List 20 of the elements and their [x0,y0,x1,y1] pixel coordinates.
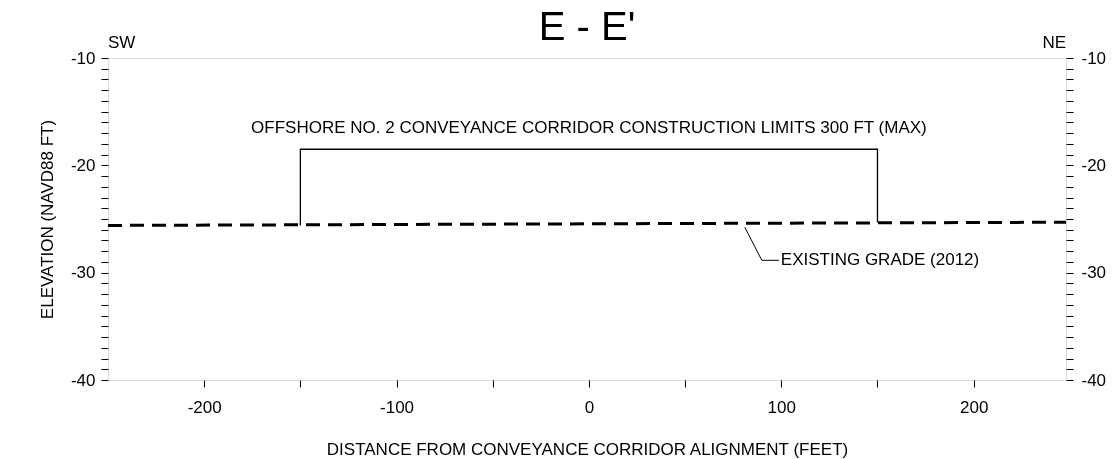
annotation: OFFSHORE NO. 2 CONVEYANCE CORRIDOR CONSTRUCTION LIMITS 300 FT (MAX) [251,118,927,138]
y2-tick-label: -10 [1081,48,1107,68]
x-tick-label: 100 [767,397,796,417]
y-axis-title: ELEVATION (NAVD88 FT) [37,119,57,320]
y-tick-label: -10 [70,48,96,68]
x-tick-label: 200 [959,397,989,417]
text: NE [1042,33,1066,52]
y-tick-label: -40 [70,370,96,390]
annotation: EXISTING GRADE (2012) [780,250,980,270]
y2-tick-label: -20 [1081,155,1107,175]
x-tick-label: -200 [187,397,222,417]
y2-tick-label: -40 [1081,370,1107,390]
text: SW [108,33,136,52]
y2-tick-label: -30 [1081,263,1107,283]
x-tick-label: 0 [584,397,595,417]
x-tick-label: -100 [380,397,415,417]
y-tick-label: -20 [70,155,96,175]
chart-title: E - E' [538,4,636,48]
y-tick-label: -30 [70,263,96,283]
x-axis-title: DISTANCE FROM CONVEYANCE CORRIDOR ALIGNMENT (FEET) [326,439,849,459]
